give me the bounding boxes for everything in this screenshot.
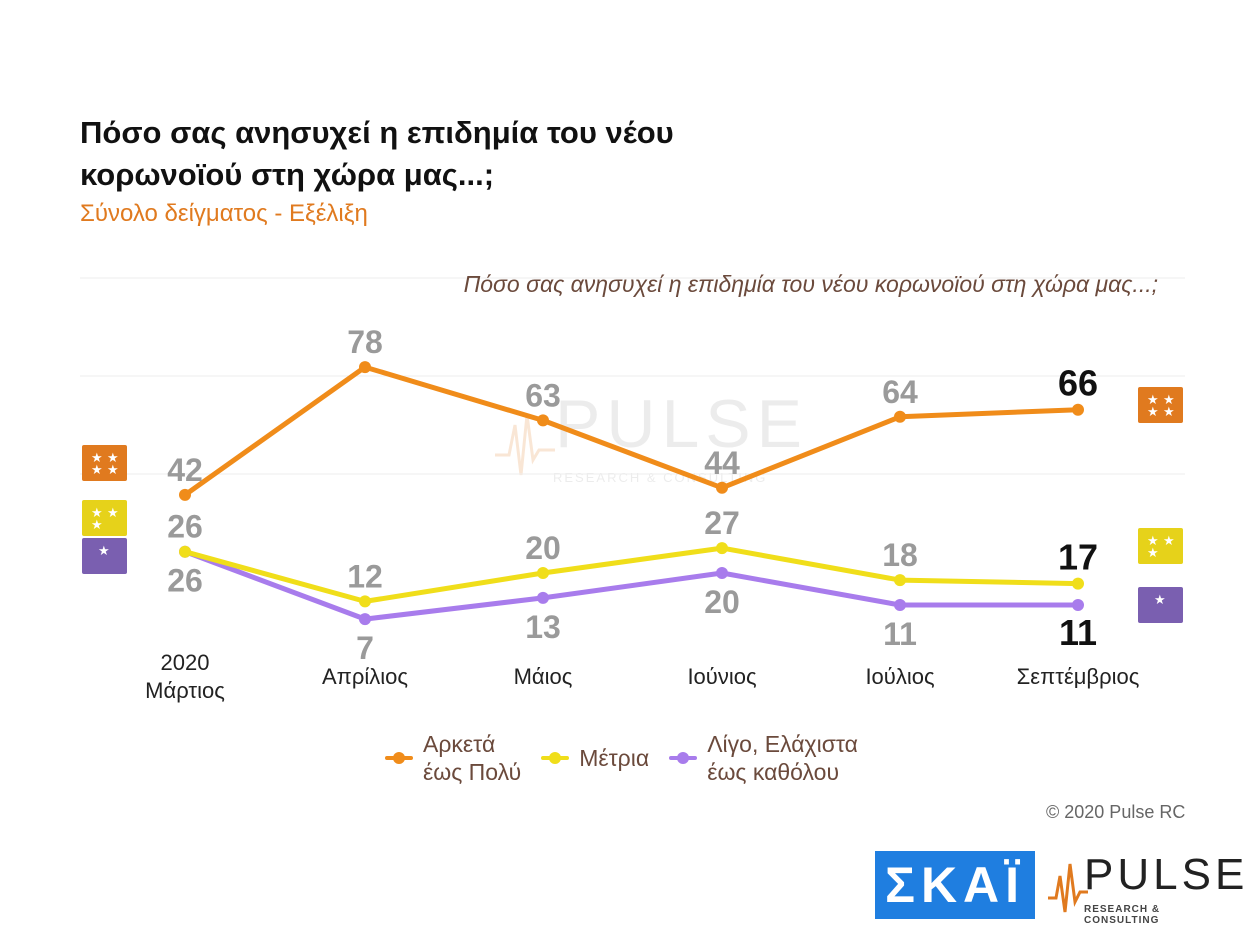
x-tick-3: Ιούνιος xyxy=(687,664,756,689)
svg-text:★: ★ xyxy=(1147,545,1159,560)
data-label-high-4: 64 xyxy=(882,374,918,410)
point-high-2 xyxy=(537,414,549,427)
point-low-2 xyxy=(537,591,549,604)
svg-text:★: ★ xyxy=(1163,533,1175,548)
data-label-medium-5: 17 xyxy=(1058,537,1098,578)
chart-title: Πόσο σας ανησυχεί η επιδημία του νέου κο… xyxy=(80,115,674,192)
point-low-3 xyxy=(716,567,728,579)
svg-text:★: ★ xyxy=(91,505,103,520)
chart-legend: Αρκετά έως Πολύ Μέτρια Λίγο, Ελάχιστα έω… xyxy=(385,730,858,786)
data-label-medium-0: 26 xyxy=(167,509,203,545)
point-medium-5 xyxy=(1072,577,1084,590)
legend-item-low: Λίγο, Ελάχιστα έως καθόλου xyxy=(669,730,858,786)
watermark-word: PULSE xyxy=(555,386,808,462)
rating-icon-left-high: ★ ★★ ★ xyxy=(82,445,127,481)
data-label-low-0: 26 xyxy=(167,563,203,599)
svg-text:★: ★ xyxy=(107,450,119,465)
copyright: © 2020 Pulse RC xyxy=(1046,802,1186,822)
data-label-high-2: 63 xyxy=(525,377,561,413)
data-label-medium-4: 18 xyxy=(882,537,918,573)
svg-text:★: ★ xyxy=(1147,392,1159,407)
x-tick-1: Απρίλιος xyxy=(322,664,408,689)
data-label-low-5: 11 xyxy=(1059,612,1097,653)
inner-chart-title: Πόσο σας ανησυχεί η επιδημία του νέου κο… xyxy=(464,271,1158,297)
pulse-logo: PULSE RESEARCH & CONSULTING xyxy=(1048,848,1244,926)
legend-swatch-low xyxy=(669,752,698,764)
data-label-low-1: 7 xyxy=(356,630,374,666)
point-medium-4 xyxy=(894,574,906,587)
data-label-high-0: 42 xyxy=(167,452,203,488)
series-line-medium xyxy=(184,545,1079,604)
pulse-logo-word: PULSE xyxy=(1084,850,1249,899)
legend-swatch-medium xyxy=(541,752,570,764)
data-label-high-3: 44 xyxy=(704,445,740,481)
data-label-low-3: 20 xyxy=(704,584,740,620)
svg-text:★: ★ xyxy=(107,462,119,477)
point-medium-1 xyxy=(359,595,371,608)
line-chart: Πόσο σας ανησυχεί η επιδημία του νέου κο… xyxy=(80,271,1185,703)
rating-icon-left-medium: ★ ★★ xyxy=(82,500,127,536)
data-label-medium-3: 27 xyxy=(704,505,740,541)
point-medium-3 xyxy=(716,542,728,555)
point-medium-2 xyxy=(537,567,549,579)
rating-icon-right-high: ★ ★★ ★ xyxy=(1138,387,1183,423)
rating-icon-left-low: ★ xyxy=(82,538,127,574)
data-label-low-4: 11 xyxy=(883,616,917,652)
legend-label-low: Λίγο, Ελάχιστα έως καθόλου xyxy=(707,731,858,785)
x-tick-0: 2020 Μάρτιος xyxy=(145,650,225,703)
legend-swatch-high xyxy=(385,752,413,764)
point-high-1 xyxy=(359,361,371,374)
svg-text:★: ★ xyxy=(98,543,110,558)
x-tick-2: Μάιος xyxy=(514,664,573,689)
point-low-4 xyxy=(894,598,906,611)
svg-text:★: ★ xyxy=(107,505,119,520)
data-label-low-2: 13 xyxy=(525,609,561,645)
svg-text:★: ★ xyxy=(1163,392,1175,407)
skai-logo: ΣΚΑΪ xyxy=(875,851,1035,919)
point-high-4 xyxy=(894,410,906,423)
legend-label-high: Αρκετά έως Πολύ xyxy=(423,731,522,785)
svg-text:★: ★ xyxy=(91,517,103,532)
point-medium-0 xyxy=(179,545,191,558)
data-label-high-1: 78 xyxy=(347,324,383,360)
pulse-logo-sub: RESEARCH & CONSULTING xyxy=(1084,904,1161,926)
series-line-high xyxy=(183,364,1079,497)
point-high-3 xyxy=(716,481,728,494)
svg-text:★: ★ xyxy=(91,450,103,465)
rating-icon-right-medium: ★ ★★ xyxy=(1138,528,1183,564)
svg-text:★: ★ xyxy=(1154,592,1166,607)
point-low-1 xyxy=(359,613,371,626)
legend-label-medium: Μέτρια xyxy=(579,745,650,771)
point-high-0 xyxy=(179,488,191,501)
point-low-5 xyxy=(1072,598,1084,611)
rating-icon-right-low: ★ xyxy=(1138,587,1183,623)
legend-item-medium: Μέτρια xyxy=(541,744,649,772)
x-tick-5: Σεπτέμβριος xyxy=(1017,664,1140,689)
chart-grid xyxy=(80,277,1185,475)
svg-text:★: ★ xyxy=(1147,533,1159,548)
legend-item-high: Αρκετά έως Πολύ xyxy=(385,730,521,786)
series-line-low xyxy=(184,549,1078,622)
svg-text:★: ★ xyxy=(91,462,103,477)
data-label-medium-2: 20 xyxy=(525,530,561,566)
data-label-high-5: 66 xyxy=(1058,363,1098,404)
x-tick-4: Ιούλιος xyxy=(865,664,934,689)
svg-text:★: ★ xyxy=(1147,404,1159,419)
chart-subtitle: Σύνολο δείγματος - Εξέλιξη xyxy=(80,200,368,227)
point-high-5 xyxy=(1072,403,1084,416)
data-label-medium-1: 12 xyxy=(347,558,383,594)
svg-text:★: ★ xyxy=(1163,404,1175,419)
